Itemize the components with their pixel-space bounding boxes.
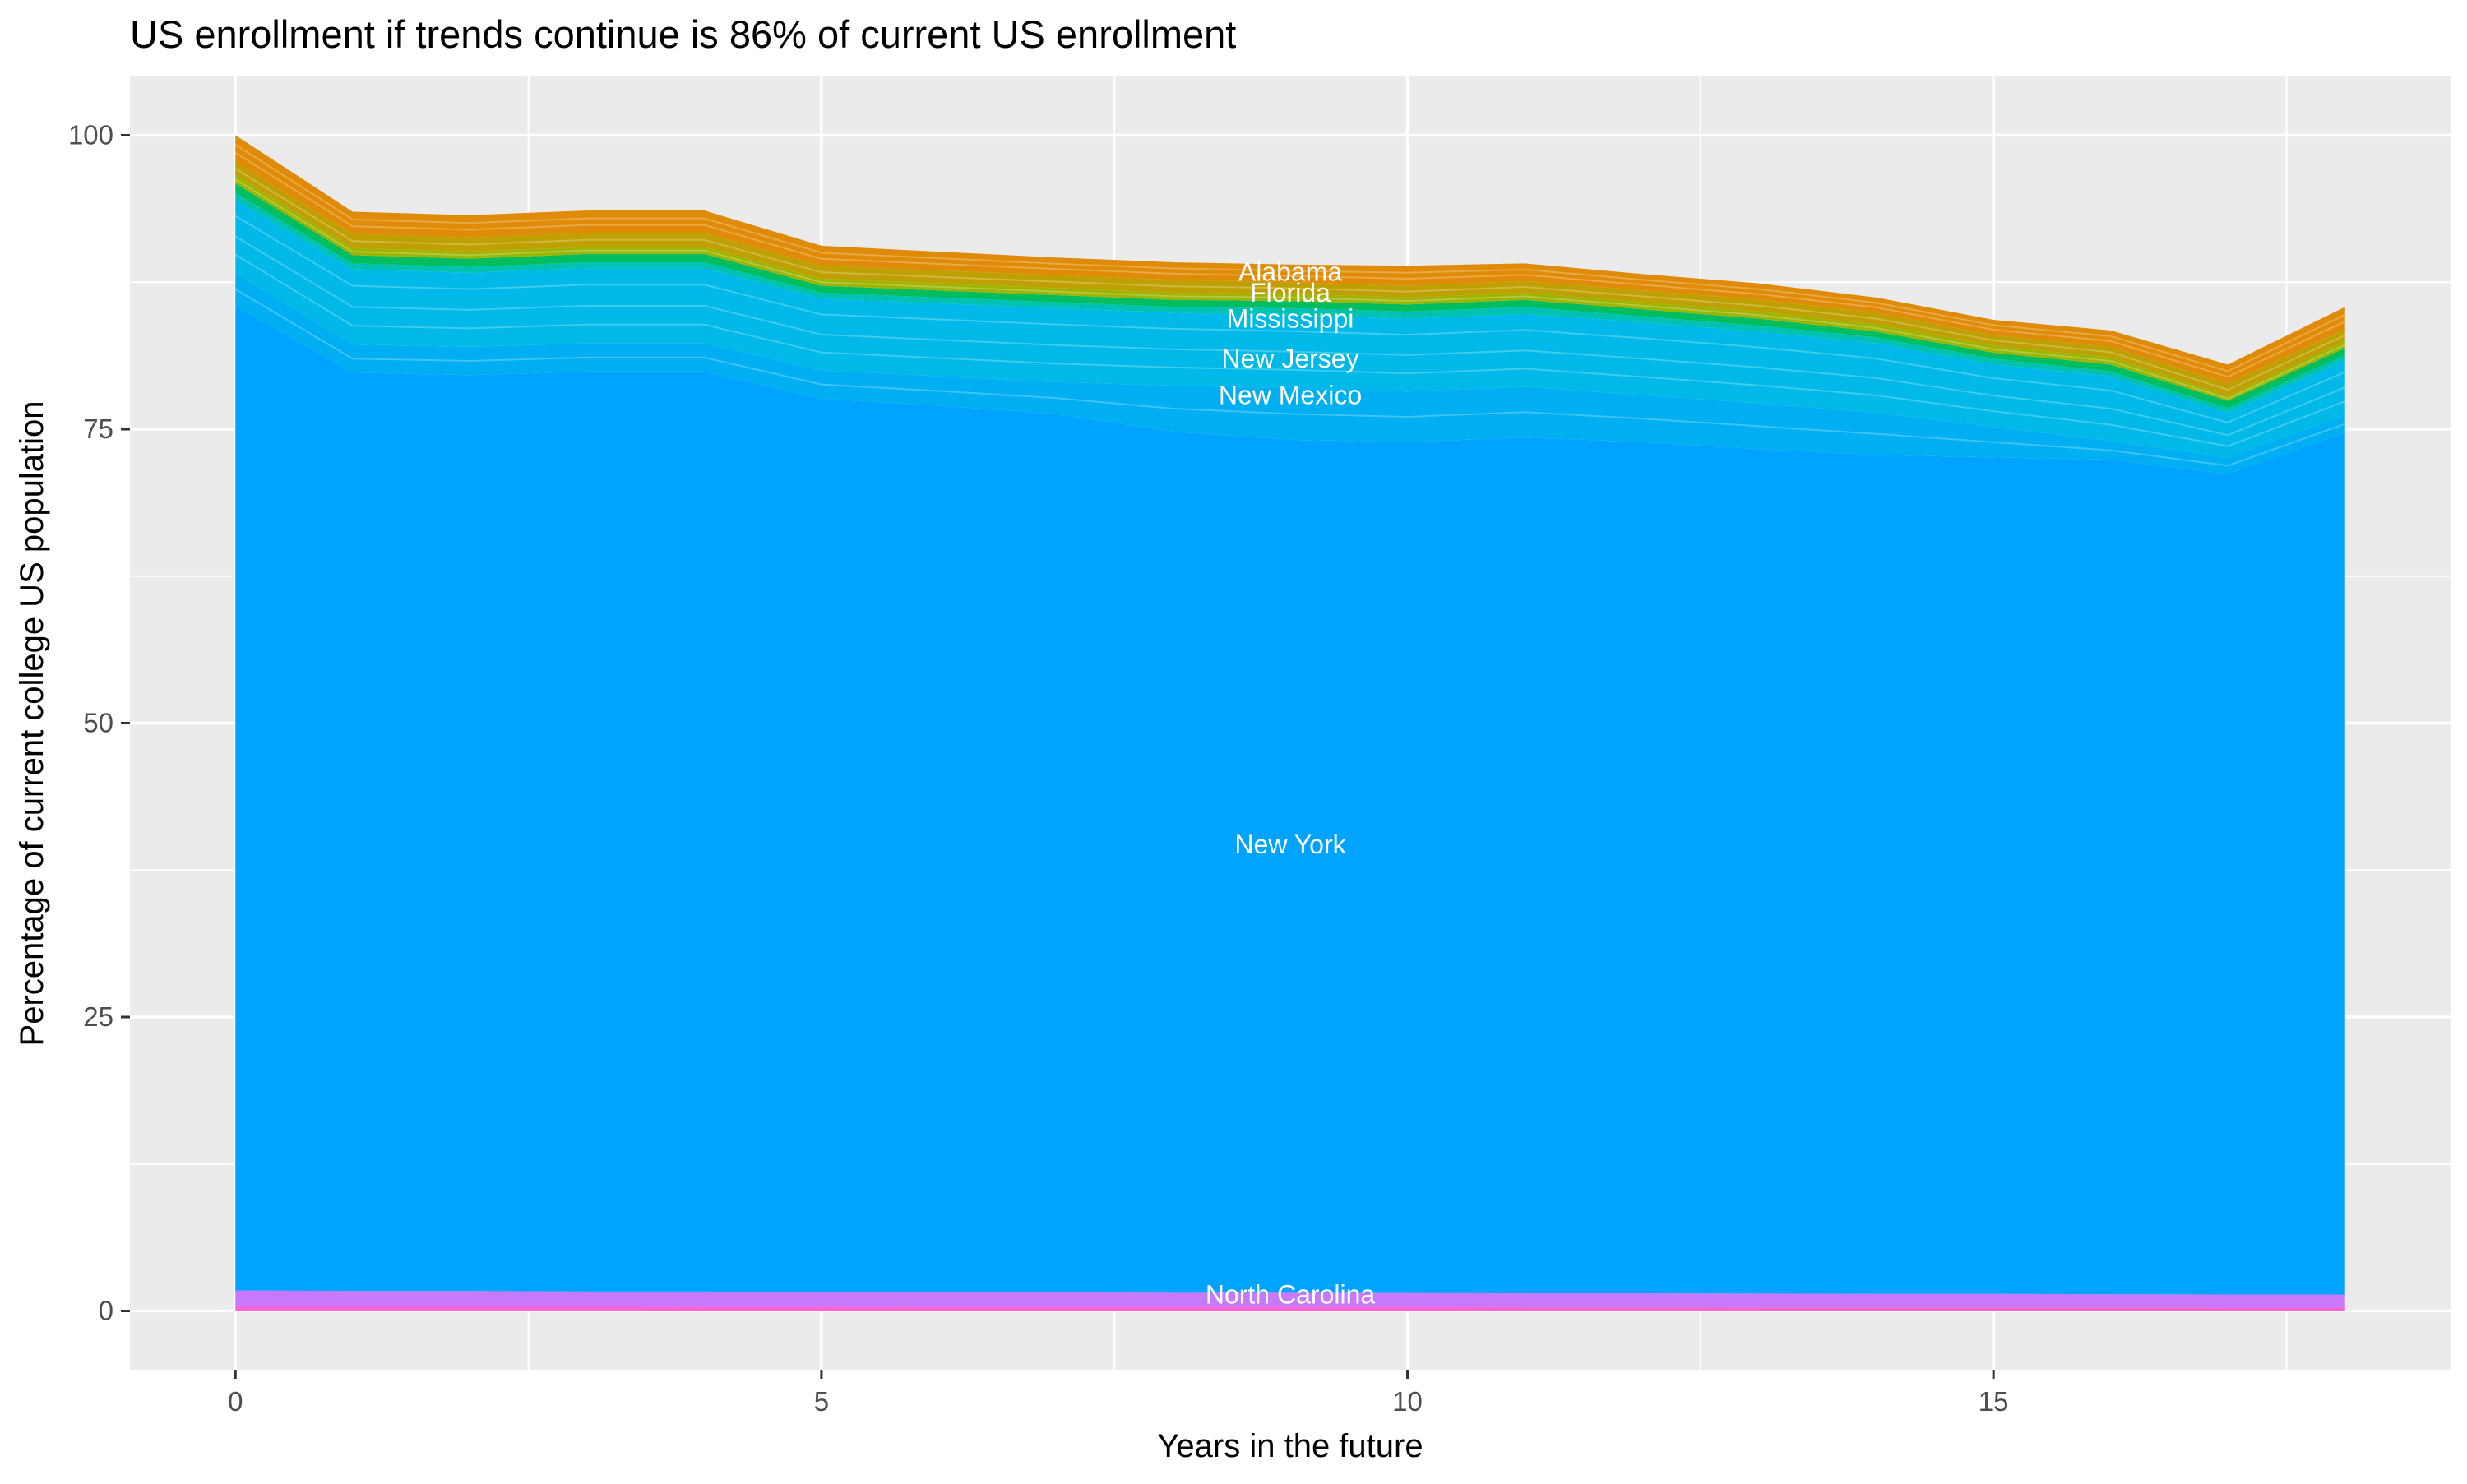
x-axis-title: Years in the future — [1157, 1428, 1423, 1464]
x-tick-label-0: 0 — [228, 1386, 243, 1417]
y-tick-label-25: 25 — [83, 1001, 113, 1032]
y-tick-label-50: 50 — [83, 708, 113, 738]
hairline-florida-0 — [234, 168, 2346, 391]
y-tick-label-100: 100 — [68, 120, 113, 150]
area-north-carolina — [235, 1290, 2345, 1308]
hairline-new-jersey-2 — [234, 253, 2346, 447]
area-new-mexico — [235, 272, 2345, 474]
y-tick-label-75: 75 — [83, 414, 113, 444]
area-label-new-york: New York — [1234, 830, 1346, 859]
area-states-after-north-carolina-sliver — [235, 1306, 2345, 1311]
hairline-yellow-green-sliver-states-0 — [234, 178, 2346, 400]
chart-title: US enrollment if trends continue is 86% … — [130, 12, 1236, 56]
area-label-north-carolina: North Carolina — [1206, 1279, 1376, 1309]
x-tick-label-15: 15 — [1979, 1386, 2009, 1417]
area-label-mississippi: Mississippi — [1227, 304, 1354, 334]
area-new-york — [235, 305, 2345, 1295]
area-label-alabama: Alabama — [1238, 257, 1343, 286]
y-axis-title: Percentage of current college US populat… — [14, 401, 50, 1047]
hairline-new-jersey-0 — [234, 215, 2346, 423]
area-new-jersey — [235, 200, 2345, 458]
hairline-new-mexico-0 — [234, 288, 2346, 467]
area-label-new-mexico: New Mexico — [1219, 381, 1362, 410]
hairline-alabama-0 — [234, 144, 2346, 372]
y-tick-label-0: 0 — [99, 1296, 113, 1326]
x-tick-label-5: 5 — [814, 1386, 829, 1417]
area-label-new-jersey: New Jersey — [1221, 344, 1358, 373]
x-tick-label-10: 10 — [1392, 1386, 1423, 1417]
hairline-new-jersey-1 — [234, 235, 2346, 437]
area-label-florida: Florida — [1250, 278, 1331, 307]
hairline-alabama-1 — [234, 152, 2346, 378]
